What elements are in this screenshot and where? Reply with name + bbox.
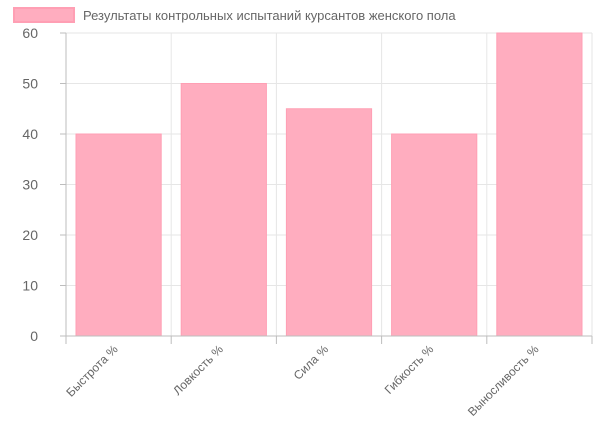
y-tick-label: 50 — [22, 76, 38, 92]
y-tick-label: 40 — [22, 126, 38, 142]
y-tick-label: 60 — [22, 25, 38, 41]
legend[interactable]: Результаты контрольных испытаний курсант… — [13, 7, 456, 23]
bar[interactable] — [496, 32, 583, 337]
x-tick-label: Сила % — [291, 342, 332, 383]
bars — [75, 32, 583, 337]
legend-swatch[interactable] — [13, 7, 75, 23]
x-tick-label: Быстрота % — [63, 342, 121, 400]
bar[interactable] — [75, 133, 162, 337]
y-tick-label: 30 — [22, 177, 38, 193]
bar[interactable] — [180, 83, 267, 337]
x-tick-label: Гибкость % — [382, 342, 437, 397]
x-tick-label: Ловкость % — [170, 342, 226, 398]
y-tick-label: 0 — [30, 328, 38, 344]
x-axis-ticks: Быстрота % Ловкость % Сила % Гибкость % Выно… — [63, 336, 593, 419]
bar[interactable] — [391, 133, 478, 337]
axes — [60, 33, 592, 344]
y-axis-ticks: 0 10 20 30 40 50 60 — [22, 25, 66, 344]
x-tick-label: Выносливость % — [465, 342, 542, 419]
bar[interactable] — [285, 108, 373, 337]
y-tick-label: 20 — [22, 227, 38, 243]
y-tick-label: 10 — [22, 278, 38, 294]
legend-label[interactable]: Результаты контрольных испытаний курсант… — [83, 8, 456, 23]
